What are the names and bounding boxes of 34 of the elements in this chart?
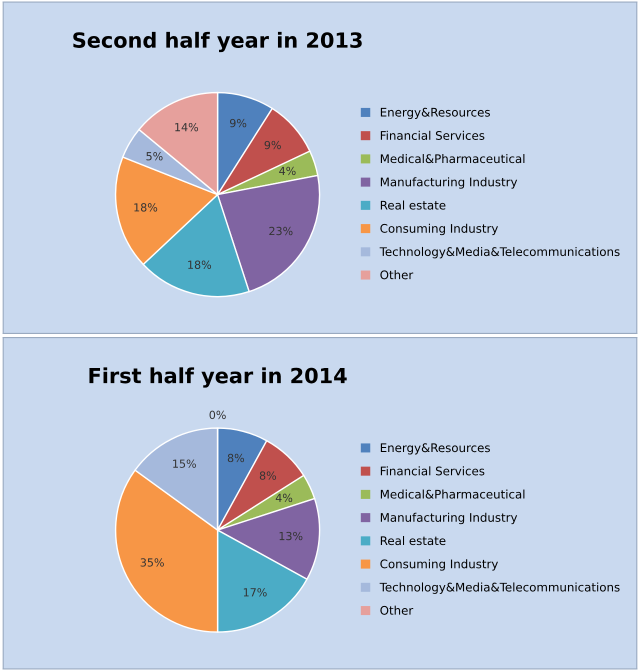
data-label: 18% [188, 260, 212, 269]
data-label: 15% [173, 459, 196, 468]
legend-label: Real estate [380, 536, 446, 546]
data-label: 18% [134, 203, 158, 212]
data-label: 5% [146, 152, 163, 160]
legend-label: Real estate [380, 200, 446, 210]
legend-label: Technology&Media&Telecommunications [380, 246, 620, 258]
legend-label: Consuming Industry [380, 559, 498, 571]
legend-label: Other [380, 606, 414, 615]
legend-label: Medical&Pharmaceutical [380, 490, 524, 499]
data-label: 8% [260, 471, 276, 480]
data-label: 17% [244, 588, 267, 597]
legend-label: Manufacturing Industry [380, 512, 518, 524]
data-label: 35% [140, 558, 164, 567]
legend-label: Energy&Resources [380, 108, 490, 119]
data-label: 9% [264, 140, 281, 150]
legend-label: Consuming Industry [380, 224, 498, 236]
legend-label: Manufacturing Industry [380, 177, 518, 189]
data-label: 4% [276, 494, 292, 502]
chart-title: First half year in 2014 [89, 367, 347, 388]
data-label: 13% [280, 532, 302, 540]
legend-label: Medical&Pharmaceutical [380, 154, 524, 164]
legend-label: Other [380, 270, 414, 280]
legend-label: Energy&Resources [380, 443, 490, 454]
data-label: 14% [175, 122, 198, 132]
data-label: 23% [269, 226, 293, 236]
data-label: 4% [279, 166, 296, 176]
legend-label: Financial Services [380, 466, 484, 476]
legend-label: Financial Services [380, 130, 484, 140]
data-label: 9% [230, 118, 246, 128]
data-label: 8% [228, 454, 244, 462]
chart-title: Second half year in 2013 [73, 32, 362, 52]
legend-label: Technology&Media&Telecommunications [380, 582, 620, 594]
text: 0% [210, 410, 226, 420]
